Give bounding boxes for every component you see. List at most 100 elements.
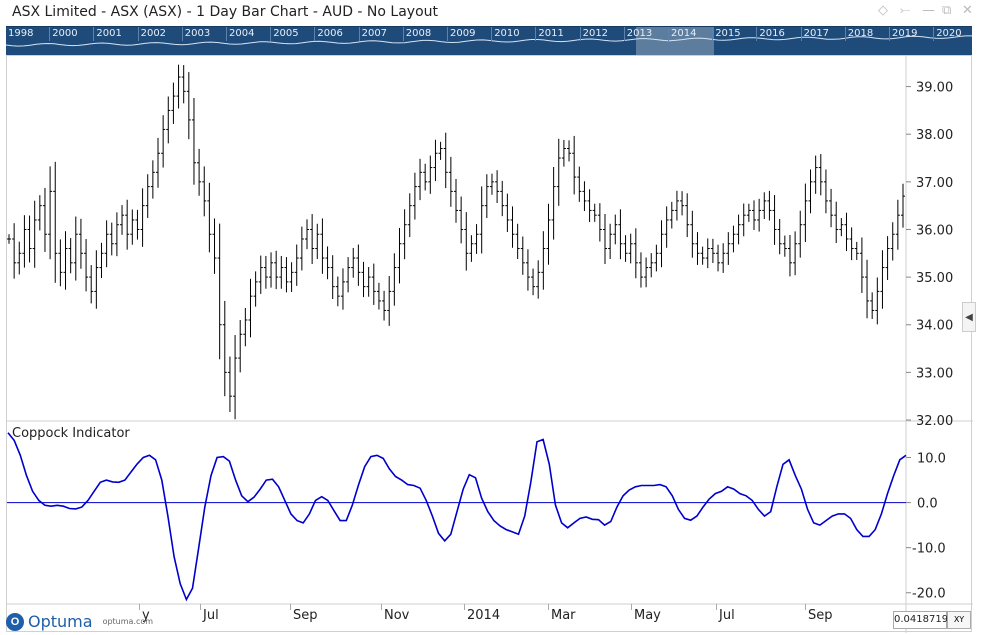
price-bar xyxy=(577,166,582,202)
price-bar xyxy=(705,238,710,269)
price-y-label: 35.00 xyxy=(916,271,953,286)
timeline-year[interactable]: 2007 xyxy=(361,28,388,39)
indicator-y-label: 0.0 xyxy=(917,497,938,512)
x-axis-tick xyxy=(548,604,549,610)
timeline-year[interactable]: 2009 xyxy=(450,28,476,39)
price-bar xyxy=(716,244,721,272)
timeline-year[interactable]: 2019 xyxy=(892,28,918,39)
timeline-year[interactable]: 2006 xyxy=(317,28,343,39)
price-bar xyxy=(351,247,356,278)
price-bar xyxy=(505,193,510,232)
xy-mode-button[interactable]: XY xyxy=(947,611,971,629)
price-bar xyxy=(17,241,22,275)
chart-canvas[interactable]: 39.00 38.00 37.00 36.00 35.00 34.00 33.00 32.00… xyxy=(7,56,973,633)
price-bar xyxy=(73,216,78,281)
price-bar xyxy=(243,307,248,347)
price-bar xyxy=(320,218,325,274)
price-bar xyxy=(633,228,638,279)
price-bar xyxy=(890,222,895,261)
price-bar xyxy=(674,190,679,221)
price-bars xyxy=(7,64,905,420)
timeline-separator xyxy=(402,27,404,41)
timeline-year[interactable]: 1998 xyxy=(8,28,34,39)
price-bar xyxy=(813,155,818,194)
timeline-year[interactable]: 2012 xyxy=(582,28,609,39)
maximize-icon[interactable]: ⧉ xyxy=(942,3,952,18)
price-bar xyxy=(99,242,104,279)
timeline-year[interactable]: 2010 xyxy=(494,28,520,39)
timeline-year[interactable]: 2004 xyxy=(229,28,255,39)
timeline-year[interactable]: 2011 xyxy=(538,28,564,39)
price-bar xyxy=(787,234,792,277)
x-axis-label: Sep xyxy=(808,608,833,623)
timeline-year[interactable]: 2001 xyxy=(96,28,122,39)
restore-icon[interactable]: — xyxy=(922,3,935,18)
price-bar xyxy=(572,135,577,195)
price-bar xyxy=(407,193,412,238)
price-bar xyxy=(212,218,217,274)
pin-icon[interactable]: ◇ xyxy=(878,3,888,18)
timeline-separator xyxy=(668,27,669,41)
price-bar xyxy=(202,166,207,217)
timeline-year[interactable]: 2018 xyxy=(847,28,874,39)
x-axis-label: y xyxy=(142,608,150,623)
price-bar xyxy=(181,65,186,104)
price-bar xyxy=(731,225,736,253)
price-bar xyxy=(37,195,42,231)
x-axis-tick xyxy=(381,604,382,610)
timeline-year[interactable]: 2003 xyxy=(184,28,211,39)
price-bar xyxy=(859,237,864,293)
price-bar xyxy=(361,261,366,298)
timeline-year[interactable]: 2015 xyxy=(715,28,741,39)
price-bar xyxy=(161,115,166,168)
price-bar xyxy=(710,238,715,264)
price-bar xyxy=(412,172,417,220)
timeline-separator xyxy=(49,27,51,41)
price-bar xyxy=(644,257,649,288)
timeline-year[interactable]: 2005 xyxy=(273,28,299,39)
timeline-year[interactable]: 2013 xyxy=(626,28,653,39)
price-bar xyxy=(597,203,602,242)
collapse-panel-button[interactable]: ◀ xyxy=(962,302,976,332)
timeline-year[interactable]: 2002 xyxy=(140,28,167,39)
timeline-year[interactable]: 2000 xyxy=(52,28,78,39)
price-bar xyxy=(623,235,628,262)
price-bar xyxy=(428,155,433,194)
timeline-year[interactable]: 2016 xyxy=(759,28,785,39)
timeline-separator xyxy=(447,27,448,41)
price-y-label: 32.00 xyxy=(916,414,953,429)
timeline-navigator[interactable]: 1998 2000 2001 2002 2003 2004 2005 2006 2007 2008… xyxy=(6,26,972,56)
minimize-icon[interactable]: ⤚ xyxy=(900,3,911,18)
price-bar xyxy=(767,190,772,221)
price-bar xyxy=(849,227,854,261)
timeline-separator xyxy=(800,27,802,41)
price-bar xyxy=(279,255,284,289)
price-bar xyxy=(510,206,515,248)
price-bar xyxy=(752,200,756,231)
price-bar xyxy=(263,255,268,289)
price-bar xyxy=(875,277,880,325)
price-bar xyxy=(695,232,700,265)
timeline-year[interactable]: 2014 xyxy=(671,28,697,39)
close-icon[interactable]: ✕ xyxy=(962,3,973,18)
x-axis-tick xyxy=(464,604,465,610)
timeline-year[interactable]: 2008 xyxy=(405,28,432,39)
timeline-year[interactable]: 2017 xyxy=(803,28,830,39)
price-bar xyxy=(546,203,551,265)
price-bar xyxy=(474,224,479,254)
x-axis-label: Sep xyxy=(293,608,318,623)
price-bar xyxy=(464,212,469,271)
price-bar xyxy=(536,260,541,299)
chevron-left-icon: ◀ xyxy=(965,312,973,323)
title-bar: ASX Limited - ASX (ASX) - 1 Day Bar Char… xyxy=(0,0,982,26)
price-bar xyxy=(479,186,484,254)
price-bar xyxy=(895,199,900,250)
timeline-selection[interactable] xyxy=(636,27,714,55)
timeline-year[interactable]: 2020 xyxy=(936,28,962,39)
x-axis-label: May xyxy=(634,608,661,623)
price-bar xyxy=(269,252,274,288)
chart-panel[interactable]: 39.00 38.00 37.00 36.00 35.00 34.00 33.00 32.00… xyxy=(6,55,976,633)
price-bar xyxy=(346,257,351,293)
price-bar xyxy=(22,215,27,268)
price-bar xyxy=(854,241,859,260)
